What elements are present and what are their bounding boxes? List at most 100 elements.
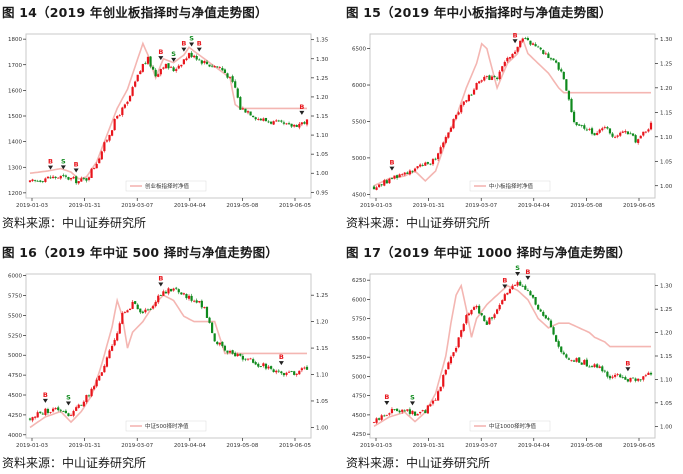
candle-up — [175, 69, 178, 71]
plot-frame — [25, 33, 312, 199]
candle-up — [105, 140, 109, 142]
left-axis-tick-label: 4750 — [8, 373, 22, 379]
left-axis-tick-label: 1500 — [8, 114, 22, 120]
candle-down — [290, 371, 293, 372]
right-axis-tick-label: 0.95 — [316, 190, 329, 196]
candle-up — [575, 358, 578, 362]
sell-arrow-icon — [515, 272, 521, 277]
candle-down — [154, 69, 157, 77]
candle-up — [72, 177, 75, 179]
candle-up — [118, 323, 121, 334]
right-axis-tick-label: 1.25 — [316, 293, 329, 299]
x-axis-tick-label: 2019-05-08 — [570, 203, 602, 209]
candle-up — [501, 66, 504, 72]
candle-up — [293, 124, 296, 127]
candle-up — [442, 142, 445, 148]
signal-label: B — [43, 391, 48, 399]
candle-up — [218, 67, 221, 69]
candle-up — [649, 122, 653, 130]
candle-up — [480, 80, 483, 82]
left-axis-tick-label: 5250 — [8, 333, 22, 339]
candle-up — [103, 142, 106, 152]
candle-down — [239, 353, 242, 356]
candle-down — [295, 125, 298, 127]
candle-up — [267, 366, 270, 369]
candle-down — [216, 341, 219, 345]
legend-box — [125, 420, 207, 432]
candle-down — [395, 175, 399, 178]
candle-down — [534, 44, 537, 47]
figure-15-panel: 图 15（2019 年中小板指择时与净值走势图） 4500 5000 5500 600… — [344, 0, 675, 234]
candle-down — [580, 362, 583, 365]
candle-up — [262, 118, 265, 121]
buy-arrow-icon — [158, 56, 164, 61]
candle-down — [231, 76, 234, 82]
plot-frame — [25, 273, 312, 439]
candle-up — [390, 408, 394, 413]
candle-up — [503, 294, 506, 301]
candle-up — [613, 136, 617, 138]
candle-down — [172, 67, 175, 72]
candle-up — [419, 411, 422, 414]
buy-arrow-icon — [73, 168, 79, 173]
candle-up — [113, 119, 116, 131]
candle-up — [51, 408, 55, 412]
candle-down — [383, 415, 386, 417]
candle-down — [552, 58, 555, 61]
candle-up — [82, 401, 85, 407]
right-axis-tick-label: 1.10 — [316, 373, 329, 379]
candle-up — [72, 411, 75, 416]
left-axis-tick-label: 5000 — [352, 374, 366, 380]
candle-up — [275, 120, 278, 122]
candle-down — [221, 67, 224, 71]
candle-down — [82, 178, 85, 180]
signal-label: B — [279, 353, 284, 361]
candle-down — [470, 94, 473, 96]
candle-down — [267, 121, 270, 123]
candle-up — [77, 404, 80, 408]
candle-up — [442, 375, 445, 387]
candle-up — [87, 177, 91, 180]
candle-down — [234, 81, 237, 88]
candle-up — [275, 370, 278, 373]
candle-up — [182, 293, 185, 295]
candle-up — [49, 411, 52, 413]
candle-up — [465, 315, 468, 324]
candle-up — [98, 158, 101, 164]
candle-down — [216, 66, 219, 68]
candle-up — [531, 43, 535, 45]
candle-up — [416, 166, 419, 169]
left-axis-tick-label: 5000 — [8, 353, 22, 359]
candle-down — [87, 395, 91, 397]
candle-up — [434, 399, 437, 401]
candle-down — [485, 321, 488, 325]
candle-down — [575, 122, 578, 126]
figure-15-chart: 4500 5000 5500 6000 6500 1.00 1.05 1.10 1.15 1.20… — [352, 31, 673, 209]
candle-down — [280, 371, 283, 374]
left-axis-tick-label: 5750 — [352, 317, 366, 323]
candle-up — [511, 285, 514, 290]
candle-down — [64, 410, 68, 414]
candle-down — [282, 373, 286, 376]
right-axis-tick-label: 1.25 — [660, 307, 673, 313]
candle-up — [460, 330, 463, 337]
candle-down — [408, 409, 412, 414]
signal-label: B — [158, 275, 163, 283]
candle-up — [375, 418, 378, 423]
candle-up — [647, 372, 650, 376]
candle-down — [282, 122, 286, 124]
candle-down — [539, 47, 542, 50]
candle-down — [631, 133, 635, 136]
x-axis-tick-label: 2019-05-08 — [226, 443, 258, 449]
candle-up — [300, 122, 303, 125]
candle-up — [193, 55, 196, 58]
right-axis-tick-label: 1.15 — [660, 110, 673, 116]
candle-up — [105, 357, 109, 367]
candle-down — [434, 158, 437, 160]
candle-up — [583, 360, 586, 365]
candle-up — [490, 76, 494, 80]
candle-down — [562, 71, 565, 80]
candle-down — [639, 379, 642, 381]
candle-down — [649, 372, 653, 375]
nav-line — [29, 294, 307, 429]
